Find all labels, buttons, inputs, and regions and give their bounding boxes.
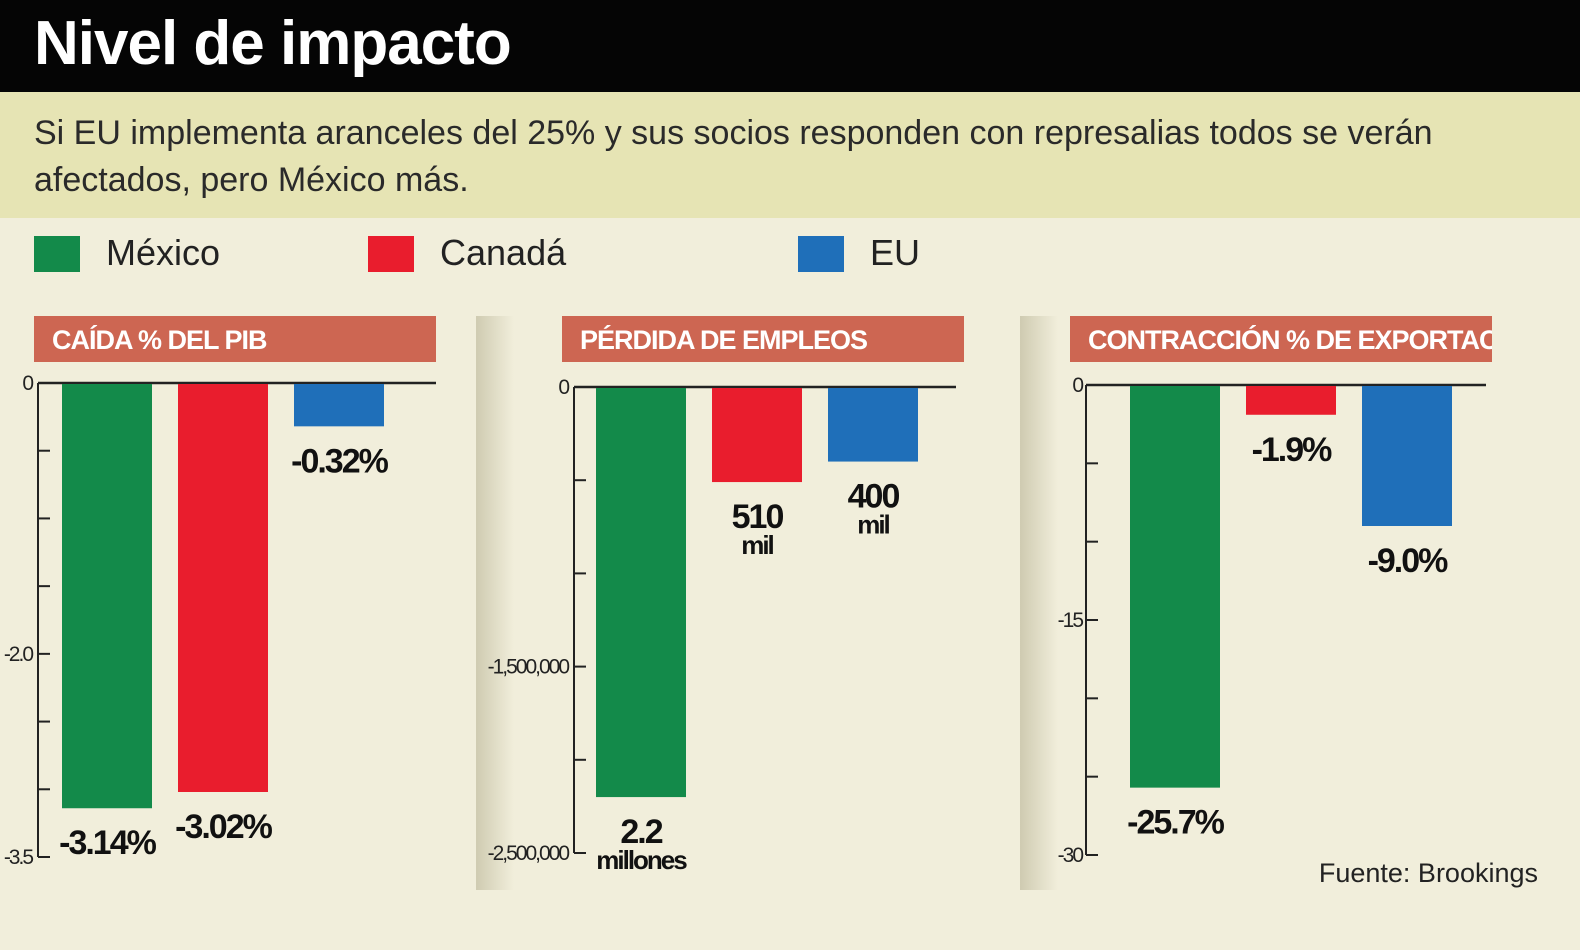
y-tick-label: 0 (22, 372, 33, 395)
bar-gdp-mexico (62, 384, 152, 809)
bar-exports-canada (1246, 386, 1336, 415)
data-label-jobs-eu: mil (857, 510, 889, 540)
data-label-jobs-mexico: millones (596, 845, 687, 875)
y-tick-label: -15 (1058, 609, 1084, 632)
header-band (0, 0, 1580, 92)
data-label-gdp-canada: -3.02% (175, 808, 272, 846)
panel-divider-shade (476, 316, 514, 890)
bar-gdp-eu (294, 384, 384, 427)
bar-jobs-mexico (596, 388, 686, 798)
legend-swatch-mexico (34, 236, 80, 272)
data-label-jobs-mexico: 2.2 (620, 813, 662, 851)
data-label-gdp-mexico: -3.14% (59, 824, 156, 862)
bar-exports-mexico (1130, 386, 1220, 788)
data-label-jobs-canada: mil (741, 530, 773, 560)
y-tick-label: -2,500,000 (488, 842, 570, 865)
bar-exports-eu (1362, 386, 1452, 526)
legend-swatch-canada (368, 236, 414, 272)
y-tick-label: -3.5 (4, 846, 34, 869)
y-tick-label: 0 (558, 376, 569, 399)
data-label-exports-eu: -9.0% (1368, 542, 1449, 580)
bar-gdp-canada (178, 384, 268, 792)
page-title: Nivel de impacto (34, 9, 512, 78)
bar-jobs-eu (828, 388, 918, 462)
legend-swatch-eu (798, 236, 844, 272)
bar-jobs-canada (712, 388, 802, 483)
page-subtitle: Si EU implementa aranceles del 25% y sus… (34, 114, 1433, 199)
data-label-jobs-eu: 400 (848, 478, 900, 516)
data-label-exports-canada: -1.9% (1252, 431, 1333, 469)
source-note: Fuente: Brookings (1318, 858, 1538, 888)
legend-label-mexico: México (106, 232, 221, 273)
data-label-gdp-eu: -0.32% (291, 442, 388, 480)
y-tick-label: -1,500,000 (488, 656, 570, 679)
data-label-jobs-canada: 510 (732, 498, 784, 536)
panel-title-exports: CONTRACCIÓN % DE EXPORTACIONES (1070, 316, 1492, 362)
y-tick-label: 0 (1072, 374, 1083, 397)
legend-label-canada: Canadá (440, 232, 567, 273)
y-tick-label: -2.0 (4, 643, 34, 666)
legend-label-eu: EU (870, 232, 921, 273)
panel-title-jobs: PÉRDIDA DE EMPLEOS (562, 316, 964, 362)
panel-divider-shade (1020, 316, 1058, 890)
y-tick-label: -30 (1058, 844, 1084, 867)
subtitle-band (0, 92, 1580, 218)
data-label-exports-mexico: -25.7% (1127, 804, 1224, 842)
panel-title-gdp: CAÍDA % DEL PIB (34, 316, 436, 362)
